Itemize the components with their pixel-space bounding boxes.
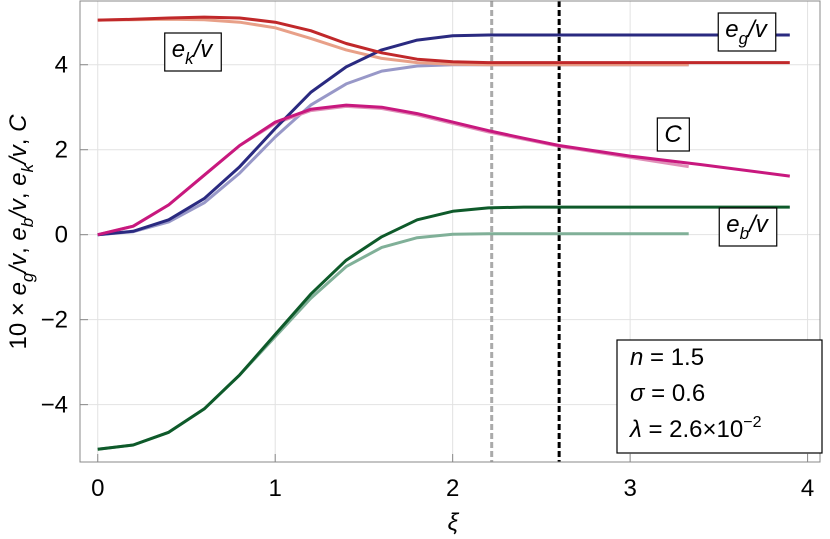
- x-tick-label: 4: [801, 475, 814, 502]
- annotation: C: [656, 117, 690, 152]
- annotation-text: eb/v: [726, 211, 769, 243]
- term-base: e: [5, 282, 32, 295]
- y-label-sep: ,: [5, 132, 32, 145]
- y-label-prefix: 10 ×: [5, 295, 32, 349]
- y-axis-label: 10 × eg/v, eb/v, ek/v, C: [5, 114, 37, 350]
- series-line: [97, 104, 689, 237]
- term-sub: k: [18, 162, 37, 172]
- series-line: [97, 103, 790, 237]
- annotation-text: C: [664, 121, 682, 148]
- term-tail: /v: [747, 211, 770, 238]
- series-line: [97, 33, 790, 237]
- info-box-frame: [616, 339, 823, 454]
- info-text: = 2.6×10: [642, 416, 743, 443]
- term-base: e: [5, 227, 32, 240]
- info-line: λ = 2.6×10−2: [628, 414, 762, 443]
- annotation: eg/v: [717, 12, 777, 52]
- lines: [97, 1, 790, 462]
- series-line: [97, 17, 689, 67]
- grid: [80, 1, 820, 462]
- x-tick-label: 2: [446, 475, 459, 502]
- term-sub: k: [185, 49, 195, 68]
- x-tick-label: 1: [269, 475, 282, 502]
- term-sub: g: [18, 272, 37, 282]
- annotation: ek/v: [164, 32, 222, 72]
- annotation: eb/v: [718, 207, 778, 247]
- plot-frame: [79, 0, 821, 463]
- y-label-last: C: [5, 114, 32, 132]
- series-line: [97, 232, 689, 451]
- term-tail: /v: [5, 143, 32, 166]
- y-label-sep: ,: [5, 186, 32, 199]
- term-sub: g: [739, 29, 749, 48]
- term-tail: /v: [192, 36, 215, 63]
- y-tick-label: −4: [41, 392, 68, 419]
- info-var: λ: [628, 416, 642, 443]
- term-tail: /v: [5, 252, 32, 275]
- term-sub: b: [18, 218, 37, 227]
- term-tail: /v: [5, 197, 32, 220]
- x-tick-label: 0: [91, 475, 104, 502]
- term-base: e: [726, 211, 739, 238]
- info-text: = 1.5: [643, 344, 704, 371]
- y-tick-label: 2: [55, 137, 68, 164]
- annotation-box: [717, 12, 777, 52]
- info-var: n: [630, 344, 643, 371]
- annotation-text: ek/v: [172, 36, 215, 68]
- info-var: σ: [630, 380, 646, 407]
- annotation-box: [718, 207, 778, 247]
- info-text: = 0.6: [644, 380, 705, 407]
- y-tick-label: −2: [41, 307, 68, 334]
- annotation-text: eg/v: [725, 16, 768, 48]
- x-axis-label: ξ: [448, 509, 460, 536]
- term-base: e: [725, 16, 738, 43]
- term-base: e: [172, 36, 185, 63]
- term-base: e: [5, 172, 32, 185]
- series-line: [97, 15, 790, 65]
- term-base: C: [664, 121, 682, 148]
- info-box: n = 1.5σ = 0.6λ = 2.6×10−2: [616, 339, 823, 454]
- y-tick-label: 4: [55, 52, 68, 79]
- annotation-box: [164, 32, 222, 72]
- info-sup: −2: [743, 414, 761, 431]
- x-tick-label: 3: [623, 475, 636, 502]
- y-tick-label: 0: [55, 222, 68, 249]
- annotation-box: [656, 117, 690, 152]
- term-tail: /v: [746, 16, 769, 43]
- series-line: [97, 205, 790, 451]
- y-label-sep: ,: [5, 241, 32, 254]
- term-sub: b: [740, 224, 749, 243]
- info-line: σ = 0.6: [630, 380, 705, 407]
- info-line: n = 1.5: [630, 344, 704, 371]
